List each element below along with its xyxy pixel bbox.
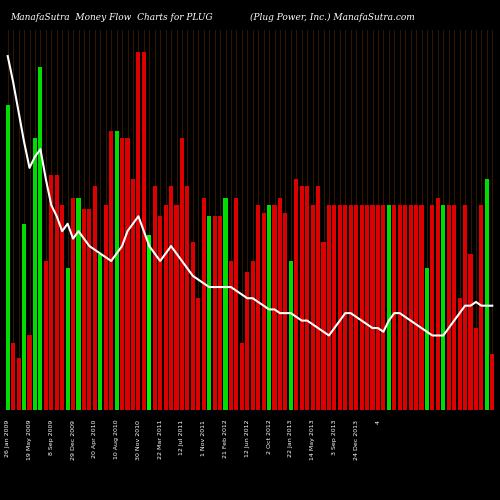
Bar — [250, 261, 255, 410]
Bar — [408, 205, 412, 410]
Bar — [202, 198, 206, 410]
Bar — [343, 205, 347, 410]
Bar — [71, 198, 75, 410]
Bar — [452, 205, 456, 410]
Bar — [136, 52, 140, 410]
Bar — [382, 205, 386, 410]
Bar — [458, 298, 462, 410]
Bar — [272, 205, 276, 410]
Bar — [104, 205, 108, 410]
Bar — [398, 205, 402, 410]
Bar — [305, 186, 309, 410]
Bar — [468, 254, 472, 410]
Bar — [33, 138, 37, 410]
Bar — [98, 254, 102, 410]
Bar — [425, 268, 429, 410]
Bar — [212, 216, 216, 410]
Bar — [88, 209, 92, 410]
Bar — [196, 298, 200, 410]
Bar — [403, 205, 407, 410]
Bar — [348, 205, 353, 410]
Bar — [387, 205, 391, 410]
Bar — [207, 216, 211, 410]
Bar — [436, 198, 440, 410]
Bar — [22, 224, 26, 410]
Bar — [76, 198, 80, 410]
Bar — [420, 205, 424, 410]
Bar — [332, 205, 336, 410]
Bar — [234, 198, 238, 410]
Bar — [174, 205, 178, 410]
Bar — [300, 186, 304, 410]
Bar — [180, 138, 184, 410]
Bar — [93, 186, 97, 410]
Bar — [267, 205, 271, 410]
Bar — [240, 343, 244, 410]
Bar — [131, 179, 135, 410]
Bar — [310, 205, 314, 410]
Bar — [327, 205, 331, 410]
Bar — [169, 186, 173, 410]
Bar — [191, 242, 195, 410]
Bar — [126, 138, 130, 410]
Text: (Plug Power, Inc.) ManafaSutra.com: (Plug Power, Inc.) ManafaSutra.com — [250, 14, 415, 22]
Bar — [294, 179, 298, 410]
Bar — [441, 205, 446, 410]
Bar — [114, 130, 118, 410]
Bar — [16, 358, 20, 410]
Bar — [245, 272, 250, 410]
Bar — [120, 138, 124, 410]
Bar — [164, 205, 168, 410]
Bar — [218, 216, 222, 410]
Bar — [60, 205, 64, 410]
Text: ManafaSutra  Money Flow  Charts for PLUG: ManafaSutra Money Flow Charts for PLUG — [10, 14, 212, 22]
Bar — [446, 205, 451, 410]
Bar — [463, 205, 467, 410]
Bar — [256, 205, 260, 410]
Bar — [158, 216, 162, 410]
Bar — [376, 205, 380, 410]
Bar — [262, 212, 266, 410]
Bar — [322, 242, 326, 410]
Bar — [354, 205, 358, 410]
Bar — [338, 205, 342, 410]
Bar — [186, 186, 190, 410]
Bar — [392, 205, 396, 410]
Bar — [284, 212, 288, 410]
Bar — [414, 205, 418, 410]
Bar — [28, 336, 32, 410]
Bar — [49, 176, 54, 410]
Bar — [142, 52, 146, 410]
Bar — [66, 268, 70, 410]
Bar — [224, 198, 228, 410]
Bar — [109, 130, 113, 410]
Bar — [480, 205, 484, 410]
Bar — [474, 328, 478, 410]
Bar — [82, 209, 86, 410]
Bar — [430, 205, 434, 410]
Bar — [38, 68, 42, 410]
Bar — [316, 186, 320, 410]
Bar — [152, 186, 157, 410]
Bar — [370, 205, 374, 410]
Bar — [289, 261, 293, 410]
Bar — [485, 179, 489, 410]
Bar — [365, 205, 369, 410]
Bar — [147, 235, 152, 410]
Bar — [278, 198, 282, 410]
Bar — [54, 176, 59, 410]
Bar — [490, 354, 494, 410]
Bar — [44, 261, 48, 410]
Bar — [6, 104, 10, 410]
Bar — [11, 343, 15, 410]
Bar — [360, 205, 364, 410]
Bar — [229, 261, 233, 410]
